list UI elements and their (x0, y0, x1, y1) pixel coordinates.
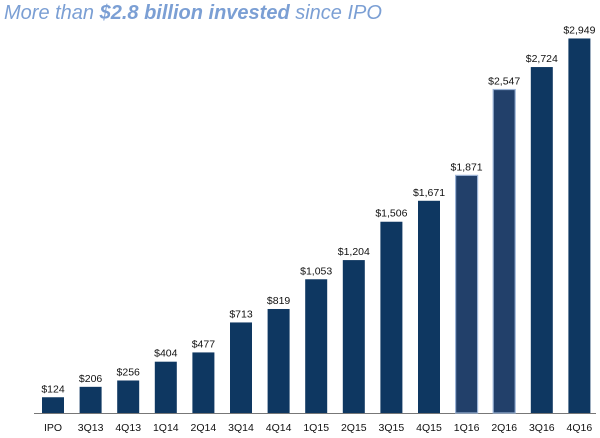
x-tick-4q16: 4Q16 (567, 422, 593, 434)
x-tick-3q16: 3Q16 (529, 422, 555, 434)
title-emphasis: $2.8 billion invested (99, 2, 290, 24)
bar-3q16 (530, 67, 553, 413)
x-tick-4q13: 4Q13 (115, 422, 141, 434)
data-label-3q13: $206 (79, 373, 103, 385)
data-label-3q15: $1,506 (375, 208, 407, 220)
x-tick-2q14: 2Q14 (191, 422, 217, 434)
data-label-2q16: $2,547 (488, 76, 520, 88)
x-tick-2q16: 2Q16 (491, 422, 517, 434)
x-tick-3q13: 3Q13 (78, 422, 104, 434)
bar-3q13 (79, 386, 102, 413)
bar-1q15 (305, 279, 328, 413)
bar-3q15 (380, 221, 403, 413)
bar-2q14 (192, 352, 215, 413)
title-suffix: since IPO (289, 2, 382, 24)
data-label-4q15: $1,671 (413, 187, 445, 199)
data-label-1q16: $1,871 (451, 161, 483, 173)
bar-4q15 (418, 200, 440, 413)
x-tick-3q14: 3Q14 (228, 422, 254, 434)
bar-2q15 (342, 260, 365, 413)
title-prefix: More than (4, 2, 100, 24)
data-label-2q14: $477 (192, 338, 216, 350)
x-tick-3q15: 3Q15 (379, 422, 405, 434)
data-label-4q14: $819 (267, 295, 291, 307)
x-tick-1q16: 1Q16 (454, 422, 480, 434)
bar-ipo (42, 397, 64, 413)
data-label-1q15: $1,053 (300, 265, 332, 277)
bar-4q16 (568, 38, 591, 414)
bar-3q14 (230, 322, 252, 413)
data-label-1q14: $404 (154, 348, 178, 360)
x-tick-4q14: 4Q14 (266, 422, 292, 434)
data-label-4q16: $2,949 (563, 24, 595, 36)
x-tick-1q14: 1Q14 (153, 422, 179, 434)
chart-title: More than $2.8 billion invested since IP… (4, 2, 382, 25)
bar-2q16 (492, 88, 516, 414)
x-tick-1q15: 1Q15 (303, 422, 329, 434)
data-label-2q15: $1,204 (338, 246, 370, 258)
x-tick-4q15: 4Q15 (416, 422, 442, 434)
x-tick-ipo: IPO (44, 422, 62, 434)
data-label-3q14: $713 (229, 308, 253, 320)
bar-1q16 (455, 174, 479, 414)
x-tick-2q15: 2Q15 (341, 422, 367, 434)
bar-1q14 (154, 361, 177, 413)
data-label-ipo: $124 (41, 383, 65, 395)
bar-4q13 (117, 380, 140, 413)
data-label-3q16: $2,724 (526, 53, 558, 65)
data-label-4q13: $256 (117, 366, 141, 378)
bar-4q14 (267, 308, 290, 413)
